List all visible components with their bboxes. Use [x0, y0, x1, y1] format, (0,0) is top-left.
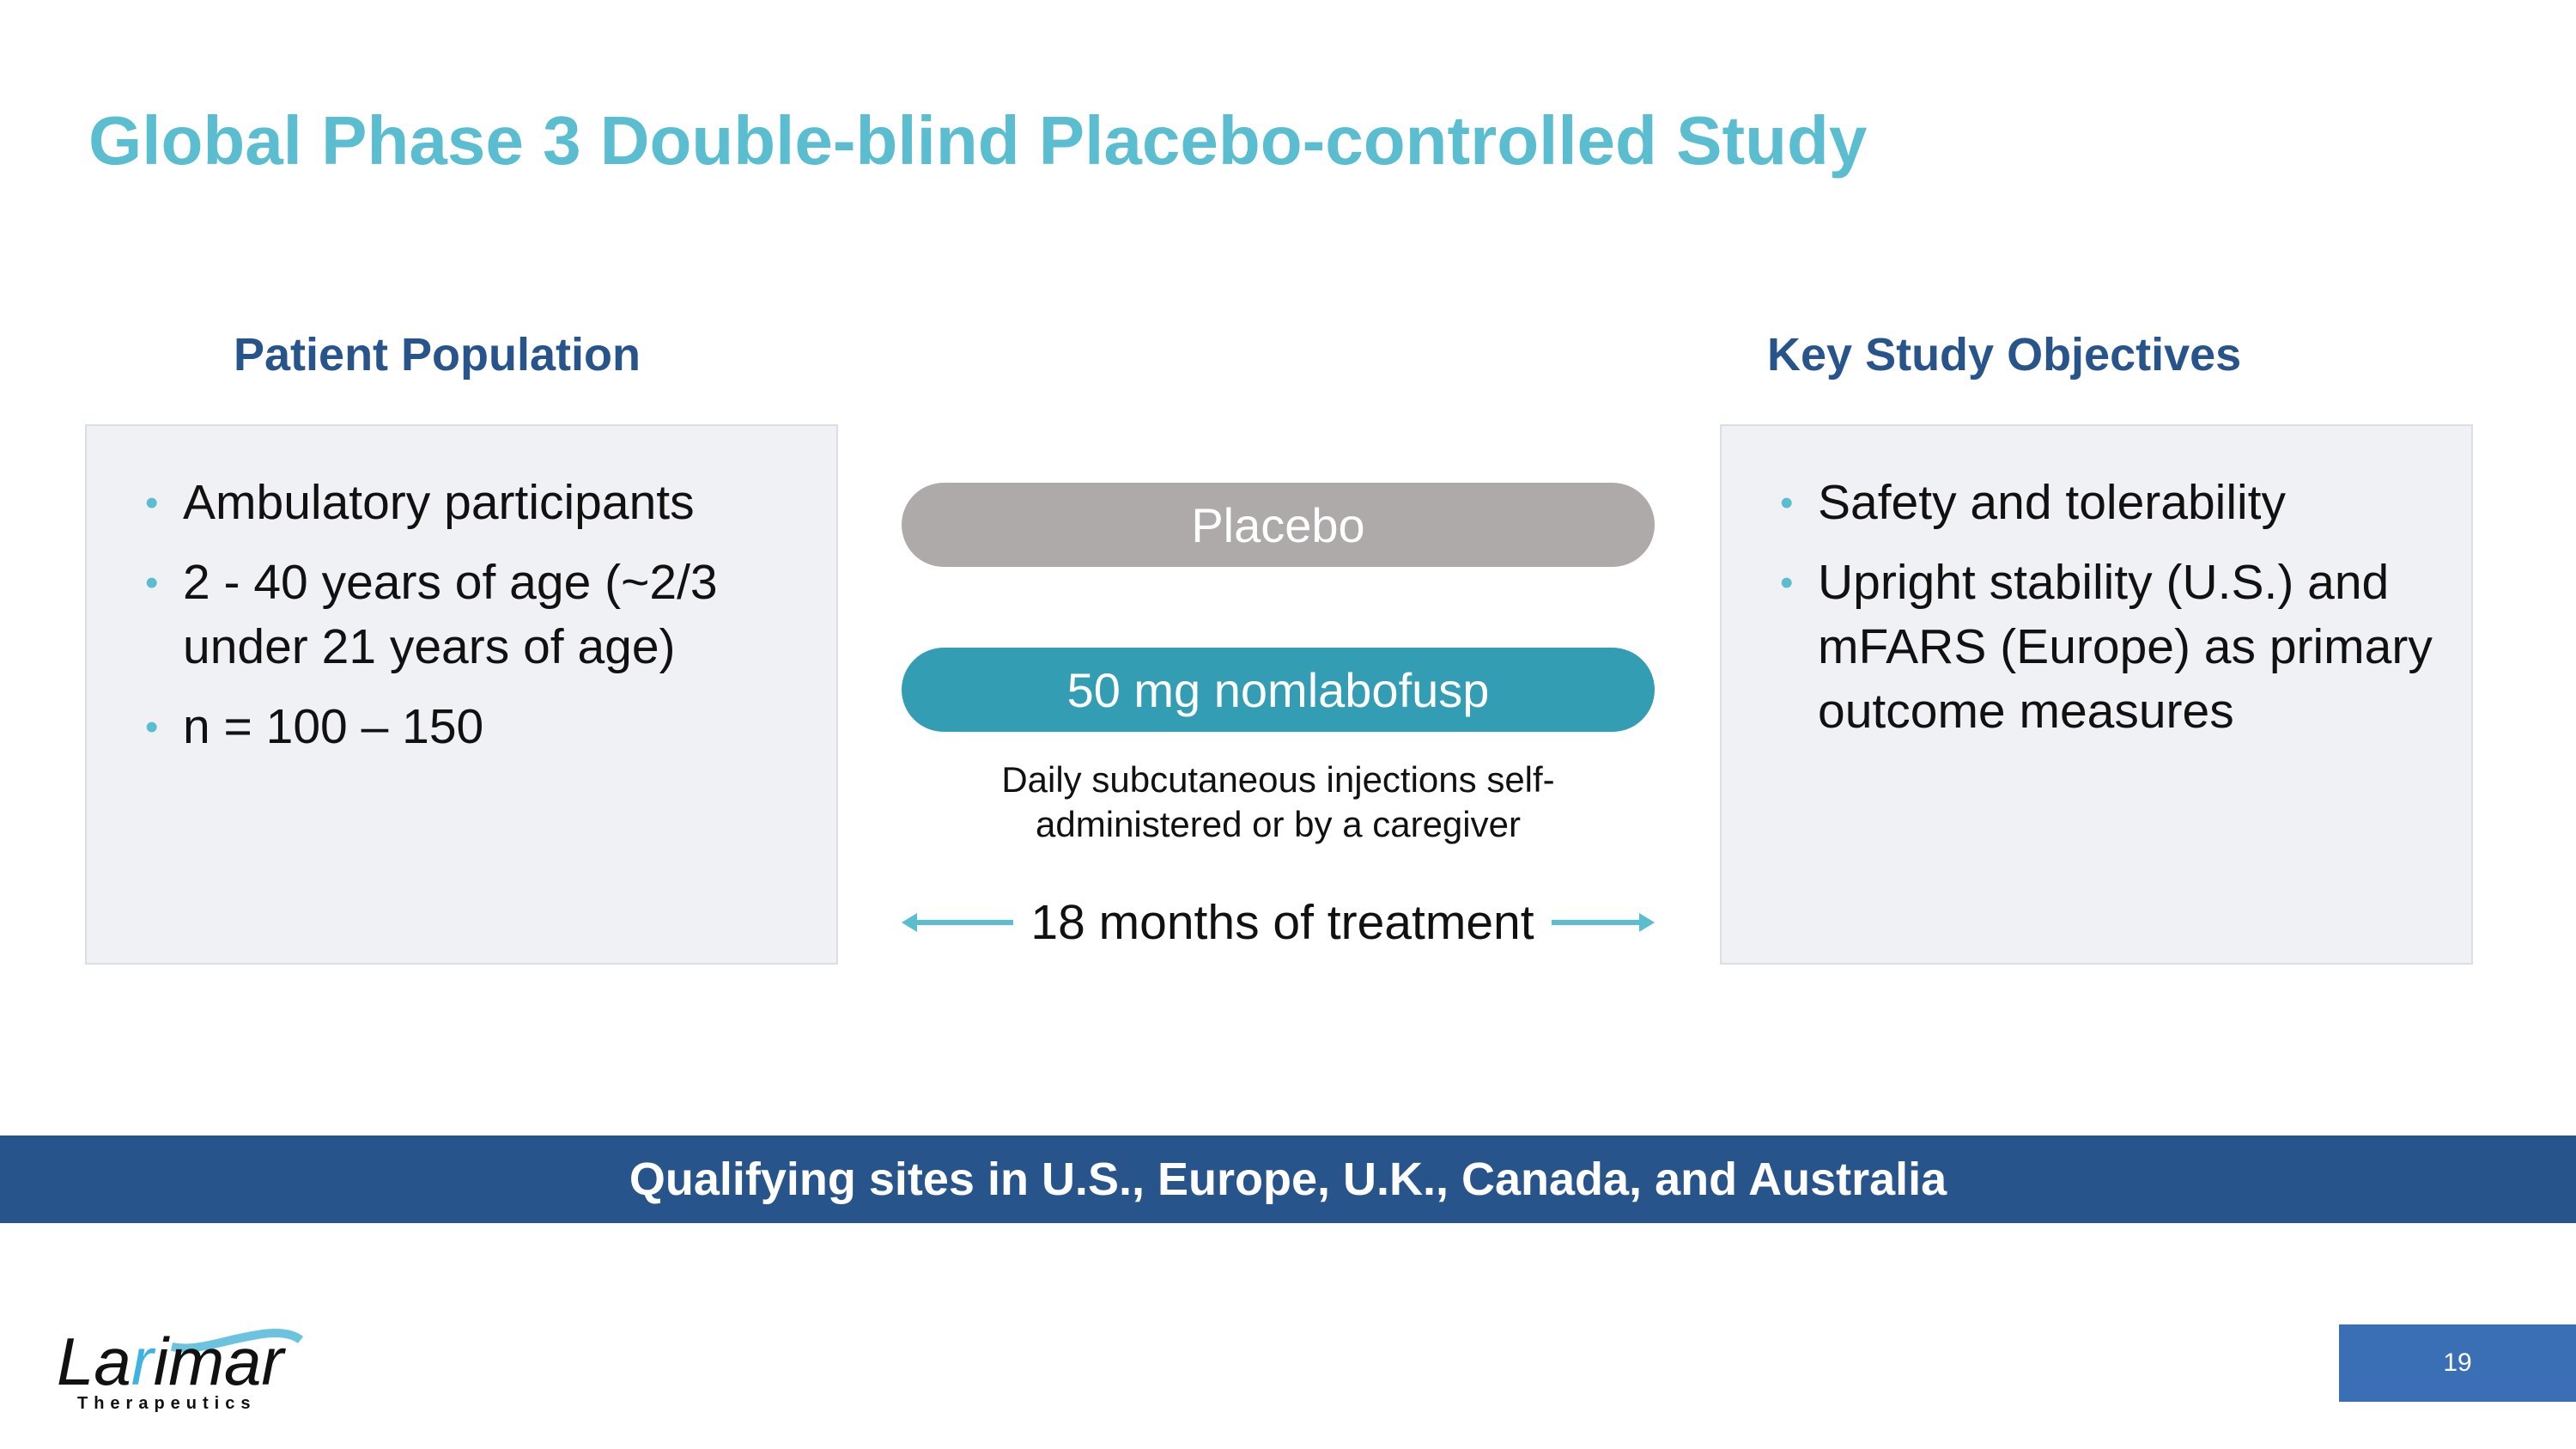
- list-item: • Upright stability (U.S.) and mFARS (Eur…: [1780, 551, 2445, 744]
- dosing-description: Daily subcutaneous injections self-admin…: [1001, 759, 1555, 844]
- bullet-icon: •: [1780, 562, 1794, 604]
- patient-population-box: • Ambulatory participants • 2 - 40 years o…: [85, 424, 838, 965]
- slide-title: Global Phase 3 Double-blind Placebo-cont…: [88, 102, 1868, 179]
- list-item: • Safety and tolerability: [1780, 471, 2445, 535]
- list-item: • 2 - 40 years of age (~2/3 under 21 year…: [145, 551, 802, 679]
- sites-banner: Qualifying sites in U.S., Europe, U.K., …: [0, 1135, 2576, 1223]
- objectives-heading: Key Study Objectives: [1767, 329, 2242, 381]
- treatment-arm: 50 mg nomlabofusp: [902, 648, 1655, 732]
- arrow-left-icon: [902, 913, 1013, 932]
- bullet-icon: •: [1780, 482, 1794, 524]
- bullet-icon: •: [145, 482, 159, 524]
- bullet-icon: •: [145, 706, 159, 748]
- duration-row: 18 months of treatment: [902, 892, 1655, 953]
- bullet-icon: •: [145, 562, 159, 604]
- svg-text:Larimar: Larimar: [57, 1324, 286, 1399]
- svg-text:Therapeutics: Therapeutics: [77, 1394, 256, 1413]
- duration-label: 18 months of treatment: [1030, 895, 1534, 950]
- list-item: • Ambulatory participants: [145, 471, 802, 535]
- page-number: 19: [2339, 1324, 2576, 1402]
- list-item: • n = 100 – 150: [145, 695, 802, 759]
- patient-population-heading: Patient Population: [234, 329, 641, 381]
- objectives-box: • Safety and tolerability • Upright stabil…: [1720, 424, 2473, 965]
- arrow-right-icon: [1552, 913, 1655, 932]
- larimar-logo: Larimar Therapeutics: [57, 1324, 304, 1413]
- placebo-arm: Placebo: [902, 483, 1655, 567]
